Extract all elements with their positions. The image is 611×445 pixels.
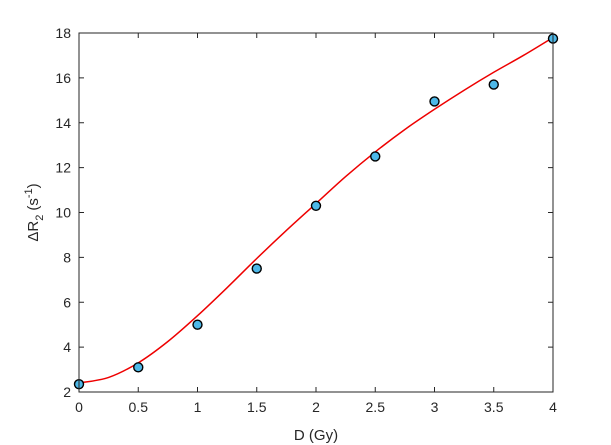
- y-tick-label: 4: [63, 339, 71, 355]
- x-tick-label: 1.5: [247, 399, 267, 415]
- y-axis-label: ΔR2 (s-1): [23, 183, 46, 241]
- data-point-marker: [429, 96, 440, 107]
- x-axis-label: D (Gy): [294, 427, 338, 444]
- data-point: [488, 79, 499, 90]
- x-tick-label: 1: [194, 399, 202, 415]
- data-point: [429, 96, 440, 107]
- data-point: [133, 362, 144, 373]
- x-tick-label: 2: [312, 399, 320, 415]
- data-point: [192, 319, 203, 330]
- data-point: [370, 151, 381, 162]
- data-point: [310, 200, 322, 211]
- y-tick-label: 6: [63, 294, 71, 310]
- plot-area: [79, 33, 553, 392]
- y-tick-label: 10: [55, 205, 71, 221]
- data-point-marker: [192, 319, 203, 330]
- x-tick-label: 0.5: [129, 399, 149, 415]
- x-tick-label: 2.5: [366, 399, 386, 415]
- y-tick-label: 12: [55, 160, 71, 176]
- y-axis-label-r: R: [25, 221, 42, 232]
- y-axis-label-unit-close: ): [25, 183, 42, 188]
- y-axis-label-superscript: -1: [23, 188, 35, 198]
- y-axis-label-unit-open: (s: [25, 198, 42, 211]
- data-point-marker: [251, 263, 262, 274]
- ticks-layer: 0 0.5 1 1.5 2 2.5 3 3.5 4 2 4 6 8 10 12 14 16 18: [55, 25, 557, 415]
- x-tick-label: 4: [549, 399, 557, 415]
- data-point: [251, 263, 262, 274]
- x-tick-label: 3.5: [484, 399, 504, 415]
- data-points-layer: [73, 33, 559, 390]
- y-tick-label: 16: [55, 70, 71, 86]
- data-point-marker: [310, 200, 322, 211]
- y-tick-label: 14: [55, 115, 71, 131]
- data-point-marker: [488, 79, 499, 90]
- y-tick-label: 8: [63, 249, 71, 265]
- x-tick-label: 3: [431, 399, 439, 415]
- data-point-marker: [370, 151, 381, 162]
- y-tick-label: 2: [63, 384, 71, 400]
- data-point-marker: [133, 362, 144, 373]
- y-axis-label-delta: Δ: [25, 232, 42, 242]
- y-axis-label-subscript: 2: [34, 215, 46, 221]
- y-tick-label: 18: [55, 25, 71, 41]
- x-tick-label: 0: [75, 399, 83, 415]
